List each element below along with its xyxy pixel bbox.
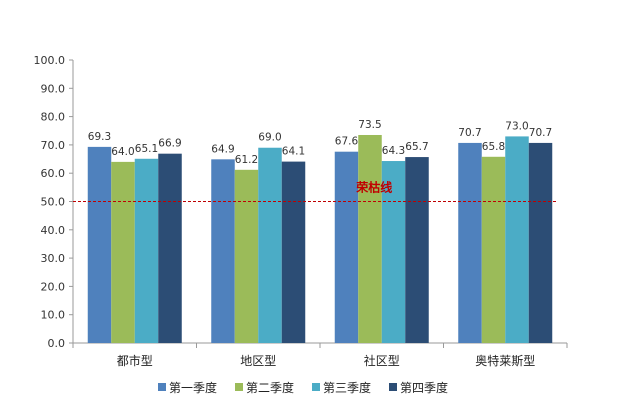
- x-tick-label: 都市型: [117, 353, 153, 368]
- bar: [258, 147, 282, 343]
- x-tick-label: 地区型: [240, 354, 276, 368]
- bar: [481, 156, 506, 343]
- data-label: 61.2: [235, 154, 258, 166]
- bar: [87, 146, 112, 343]
- bar: [334, 151, 359, 343]
- data-label: 66.9: [158, 138, 181, 150]
- data-label: 64.1: [282, 146, 305, 158]
- legend-label: 第三季度: [323, 380, 371, 395]
- data-label: 70.7: [458, 127, 481, 139]
- legend-swatch: [158, 383, 166, 391]
- data-labels: 69.364.0 65.1 66.9 64.961.269.064.1 67.6 73.5…: [88, 119, 552, 166]
- bar: [528, 142, 553, 343]
- legend-swatch: [389, 383, 397, 391]
- y-tick-label: 90.0: [41, 82, 66, 95]
- legend-label: 第一季度: [169, 380, 217, 395]
- legend: 第一季度 第二季度 第三季度 第四季度: [158, 380, 448, 395]
- bars: [87, 134, 553, 343]
- data-label: 69.0: [258, 132, 281, 144]
- bar: [158, 153, 182, 343]
- y-tick-label: 10.0: [41, 309, 66, 322]
- bar: [505, 136, 529, 343]
- data-label: 73.5: [358, 119, 381, 131]
- data-label: 64.0: [111, 146, 134, 158]
- legend-swatch: [235, 383, 243, 391]
- data-label: 65.7: [405, 141, 428, 153]
- data-label: 70.7: [529, 127, 552, 139]
- y-tick-label: 70.0: [41, 139, 66, 152]
- x-axis: 都市型 地区型 社区型 奥特莱斯型: [72, 342, 568, 368]
- y-tick-label: 30.0: [41, 252, 66, 265]
- data-label: 65.8: [482, 141, 505, 153]
- x-tick-label: 奥特莱斯型: [475, 353, 535, 368]
- bar: [111, 161, 135, 343]
- y-tick-label: 50.0: [41, 196, 66, 209]
- bar: [281, 161, 306, 343]
- bar: [134, 158, 159, 343]
- bar: [358, 134, 382, 343]
- bar: [211, 159, 235, 343]
- y-tick-label: 60.0: [41, 167, 66, 180]
- bar: [234, 169, 259, 343]
- y-tick-label: 0.0: [48, 337, 66, 350]
- data-label: 65.1: [135, 143, 158, 155]
- y-tick-label: 40.0: [41, 224, 66, 237]
- y-axis: 0.0 10.0 20.0 30.0 40.0 50.0 60.0 70.0 80.0 90.0 1…: [34, 54, 74, 350]
- bar: [458, 142, 482, 343]
- data-label: 64.9: [211, 143, 234, 155]
- reference-line-label: 荣枯线: [355, 180, 392, 195]
- y-tick-label: 100.0: [34, 54, 66, 67]
- legend-label: 第四季度: [400, 380, 448, 395]
- y-tick-label: 20.0: [41, 280, 66, 293]
- y-tick-label: 80.0: [41, 111, 66, 124]
- x-tick-label: 社区型: [364, 353, 400, 368]
- legend-label: 第二季度: [246, 380, 294, 395]
- data-label: 67.6: [335, 136, 359, 148]
- data-label: 64.3: [382, 145, 405, 157]
- reference-line-group: 荣枯线: [73, 180, 557, 202]
- data-label: 73.0: [505, 120, 528, 132]
- bar: [405, 157, 429, 343]
- bar: [381, 161, 406, 343]
- legend-swatch: [312, 383, 320, 391]
- data-label: 69.3: [88, 131, 111, 143]
